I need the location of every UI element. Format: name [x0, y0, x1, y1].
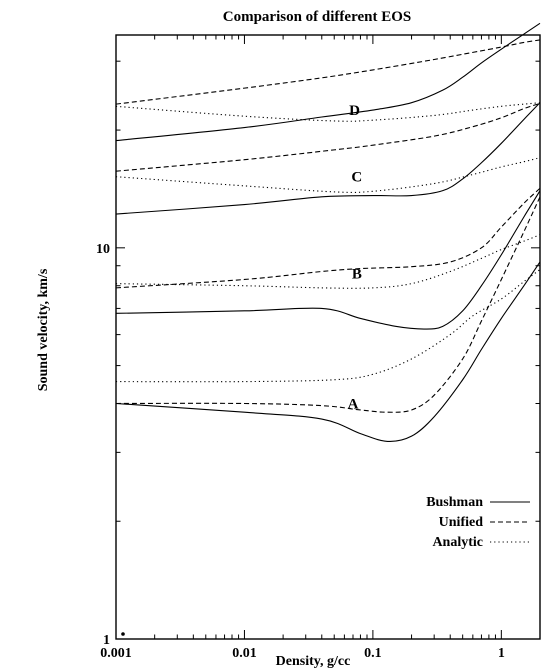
curve-d-solid: [115, 22, 541, 142]
legend: Bushman Unified Analytic: [426, 495, 530, 550]
curve-b-solid: [115, 190, 541, 330]
data-point-marker: [121, 632, 125, 636]
x-tick-label: 0.01: [232, 646, 257, 661]
curve-c-dashed: [115, 102, 541, 172]
x-tick-label: 0.1: [364, 646, 382, 661]
axis-tick-labels: 0.001 0.01 0.1 1 1 10: [96, 242, 505, 661]
chart-title: Comparison of different EOS: [223, 9, 411, 25]
curve-d-dotted: [115, 102, 541, 122]
curve-d-dashed: [115, 39, 541, 105]
curve-label-a: A: [348, 396, 359, 412]
curve-label-b: B: [352, 266, 362, 282]
x-tick-label: 1: [498, 646, 505, 661]
plot-frame: [115, 34, 541, 640]
curve-a-dotted: [115, 269, 541, 383]
x-axis-label: Density, g/cc: [276, 654, 351, 668]
y-tick-label: 10: [96, 242, 110, 257]
curves: [115, 22, 541, 443]
curve-label-c: C: [351, 170, 362, 186]
curve-labels: A B C D: [348, 103, 363, 412]
curve-b-dashed: [115, 187, 541, 289]
curve-b-dotted: [115, 234, 541, 289]
legend-label-bushman: Bushman: [426, 495, 483, 510]
curve-label-d: D: [349, 103, 360, 119]
legend-label-unified: Unified: [439, 515, 484, 530]
y-axis-label: Sound velocity, km/s: [36, 268, 51, 391]
x-tick-label: 0.001: [100, 646, 132, 661]
axis-ticks: [115, 35, 541, 640]
curve-c-dotted: [115, 157, 541, 193]
curve-a-dashed: [115, 196, 541, 413]
y-tick-label: 1: [103, 633, 110, 648]
curve-a-solid: [115, 261, 541, 443]
legend-label-analytic: Analytic: [432, 535, 483, 550]
curve-c-solid: [115, 102, 541, 215]
